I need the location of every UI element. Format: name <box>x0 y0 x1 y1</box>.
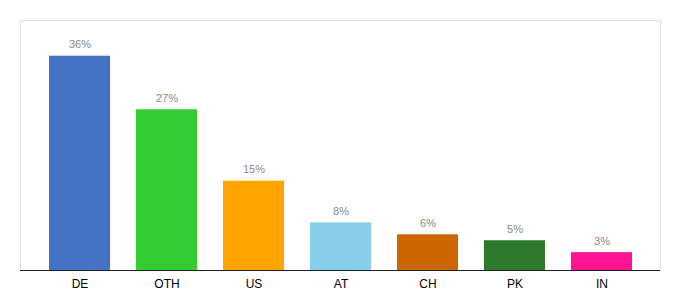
svg-text:5%: 5% <box>507 223 523 235</box>
svg-text:US: US <box>246 277 263 291</box>
svg-text:6%: 6% <box>420 217 436 229</box>
svg-text:8%: 8% <box>333 205 349 217</box>
svg-text:36%: 36% <box>69 38 91 50</box>
svg-text:PK: PK <box>507 277 523 291</box>
svg-text:OTH: OTH <box>154 277 179 291</box>
svg-text:27%: 27% <box>156 92 178 104</box>
svg-text:DE: DE <box>72 277 89 291</box>
svg-text:AT: AT <box>334 277 349 291</box>
svg-text:CH: CH <box>419 277 436 291</box>
svg-text:IN: IN <box>596 277 608 291</box>
svg-text:15%: 15% <box>243 163 265 175</box>
svg-text:3%: 3% <box>594 235 610 247</box>
